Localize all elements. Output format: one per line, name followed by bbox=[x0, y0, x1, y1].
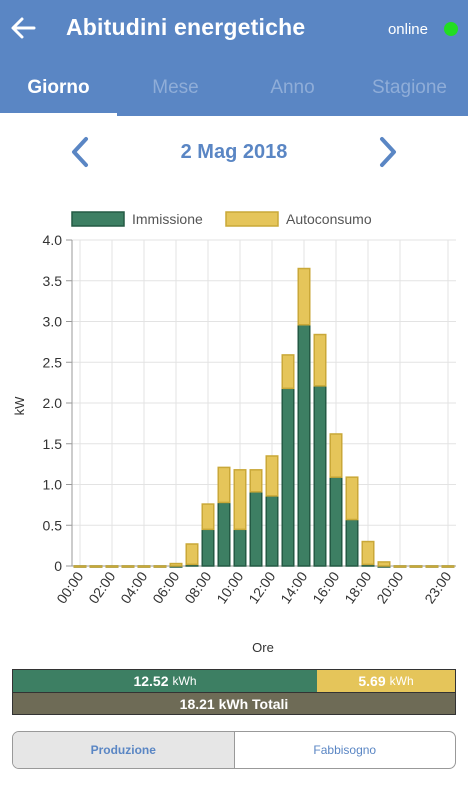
bar-autoconsumo-1500 bbox=[313, 333, 327, 387]
y-tick-label: 3.5 bbox=[43, 273, 63, 289]
bar-autoconsumo-0800 bbox=[201, 503, 215, 531]
date-navigator: 2 Mag 2018 bbox=[0, 130, 468, 174]
x-tick-label: 14:00 bbox=[277, 568, 310, 606]
bar-autoconsumo-1100 bbox=[249, 469, 263, 493]
y-tick-label: 4.0 bbox=[43, 232, 63, 248]
back-button[interactable] bbox=[8, 12, 38, 44]
autoconsumo-total-value: 5.69 bbox=[358, 673, 386, 689]
x-tick-label: 18:00 bbox=[341, 568, 374, 606]
bar-autoconsumo-0300 bbox=[121, 565, 135, 568]
summary-split-bar: 12.52 kWh 5.69 kWh bbox=[13, 670, 455, 692]
x-tick-label: 12:00 bbox=[245, 568, 278, 606]
x-axis-label: Ore bbox=[252, 640, 274, 655]
y-tick-label: 1.0 bbox=[43, 477, 63, 493]
bar-immissione-1300 bbox=[281, 387, 295, 567]
grand-total: 18.21 kWh Totali bbox=[13, 692, 455, 714]
page-title: Abitudini energetiche bbox=[66, 14, 306, 40]
x-tick-label: 10:00 bbox=[213, 568, 246, 606]
bar-autoconsumo-0400 bbox=[137, 565, 151, 568]
y-tick-label: 2.5 bbox=[43, 354, 63, 370]
bar-immissione-1500 bbox=[313, 385, 327, 567]
immissione-total-value: 12.52 bbox=[133, 673, 169, 689]
connection-status: online bbox=[387, 21, 428, 38]
chart-bars bbox=[73, 267, 455, 568]
bar-autoconsumo-1800 bbox=[361, 540, 375, 566]
x-tick-label: 02:00 bbox=[85, 568, 118, 606]
y-tick-label: 0.5 bbox=[43, 517, 63, 533]
bar-immissione-1700 bbox=[345, 518, 359, 567]
chart-legend: Immissione Autoconsumo bbox=[71, 211, 372, 227]
bar-autoconsumo-0500 bbox=[153, 565, 167, 568]
y-tick-label: 1.5 bbox=[43, 436, 63, 452]
bar-autoconsumo-2300 bbox=[441, 565, 455, 568]
x-tick-label: 16:00 bbox=[309, 568, 342, 606]
bar-autoconsumo-1700 bbox=[345, 476, 359, 521]
energy-summary: 12.52 kWh 5.69 kWh 18.21 kWh Totali bbox=[12, 669, 456, 715]
x-tick-label: 04:00 bbox=[117, 568, 150, 606]
legend-swatch-autoconsumo bbox=[225, 211, 279, 227]
x-tick-label: 06:00 bbox=[149, 568, 182, 606]
x-tick-label: 23:00 bbox=[421, 568, 454, 606]
status-indicator-dot bbox=[444, 22, 458, 36]
bar-immissione-0800 bbox=[201, 528, 215, 567]
x-axis-ticks: 00:0002:0004:0006:0008:0010:0012:0014:00… bbox=[53, 568, 454, 606]
bar-autoconsumo-0600 bbox=[169, 562, 183, 567]
chevron-left-icon bbox=[72, 137, 88, 167]
bar-immissione-1400 bbox=[297, 324, 311, 567]
y-tick-label: 0 bbox=[54, 558, 62, 574]
y-tick-label: 2.0 bbox=[43, 395, 63, 411]
x-tick-label: 08:00 bbox=[181, 568, 214, 606]
bar-autoconsumo-2200 bbox=[425, 565, 439, 568]
bar-autoconsumo-1900 bbox=[377, 561, 391, 567]
immissione-total-unit: kWh bbox=[172, 674, 197, 688]
bar-immissione-1200 bbox=[265, 495, 279, 567]
bar-autoconsumo-0700 bbox=[185, 543, 199, 566]
produzione-toggle-button[interactable]: Produzione bbox=[13, 732, 235, 768]
next-day-button[interactable] bbox=[374, 134, 402, 170]
x-tick-label: 20:00 bbox=[373, 568, 406, 606]
immissione-total: 12.52 kWh bbox=[13, 670, 317, 692]
legend-swatch-immissione bbox=[71, 211, 125, 227]
view-toggle: Produzione Fabbisogno bbox=[12, 731, 456, 769]
active-tab-indicator bbox=[0, 113, 117, 116]
bar-autoconsumo-1000 bbox=[233, 469, 247, 531]
autoconsumo-total: 5.69 kWh bbox=[317, 670, 455, 692]
bar-immissione-1100 bbox=[249, 491, 263, 567]
bar-autoconsumo-2100 bbox=[409, 565, 423, 568]
tab-mese[interactable]: Mese bbox=[152, 77, 199, 98]
bar-autoconsumo-0900 bbox=[217, 466, 231, 504]
bar-immissione-1000 bbox=[233, 528, 247, 567]
arrow-left-icon bbox=[11, 17, 36, 39]
bar-autoconsumo-0200 bbox=[105, 565, 119, 568]
chart-grid bbox=[71, 239, 456, 567]
x-tick-label: 00:00 bbox=[53, 568, 86, 606]
tab-giorno[interactable]: Giorno bbox=[27, 77, 90, 98]
chevron-right-icon bbox=[380, 137, 396, 167]
bar-autoconsumo-1600 bbox=[329, 433, 343, 478]
app-header: Abitudini energetiche online Giorno Mese… bbox=[0, 0, 468, 116]
autoconsumo-total-unit: kWh bbox=[389, 674, 414, 688]
bar-autoconsumo-0100 bbox=[89, 565, 103, 568]
y-tick-label: 3.0 bbox=[43, 314, 63, 330]
bar-autoconsumo-1200 bbox=[265, 455, 279, 497]
bar-immissione-1600 bbox=[329, 476, 343, 567]
tab-anno[interactable]: Anno bbox=[270, 77, 315, 98]
fabbisogno-toggle-button[interactable]: Fabbisogno bbox=[313, 743, 377, 757]
bar-autoconsumo-1300 bbox=[281, 354, 295, 390]
y-axis-ticks: 0 0.5 1.0 1.5 2.0 2.5 3.0 3.5 4.0 bbox=[43, 232, 72, 574]
bar-autoconsumo-1400 bbox=[297, 267, 311, 326]
y-axis-label: kW bbox=[12, 396, 27, 416]
energy-bar-chart: Immissione Autoconsumo 0 0.5 1.0 1.5 2.0 2.5 3.… bbox=[12, 211, 456, 655]
legend-label-immissione: Immissione bbox=[132, 211, 203, 227]
bar-autoconsumo-2000 bbox=[393, 565, 407, 568]
previous-day-button[interactable] bbox=[66, 134, 94, 170]
selected-date: 2 Mag 2018 bbox=[180, 141, 288, 163]
bar-autoconsumo-0000 bbox=[73, 565, 87, 568]
legend-label-autoconsumo: Autoconsumo bbox=[286, 211, 372, 227]
bar-immissione-0900 bbox=[217, 501, 231, 567]
tab-stagione[interactable]: Stagione bbox=[371, 77, 447, 98]
